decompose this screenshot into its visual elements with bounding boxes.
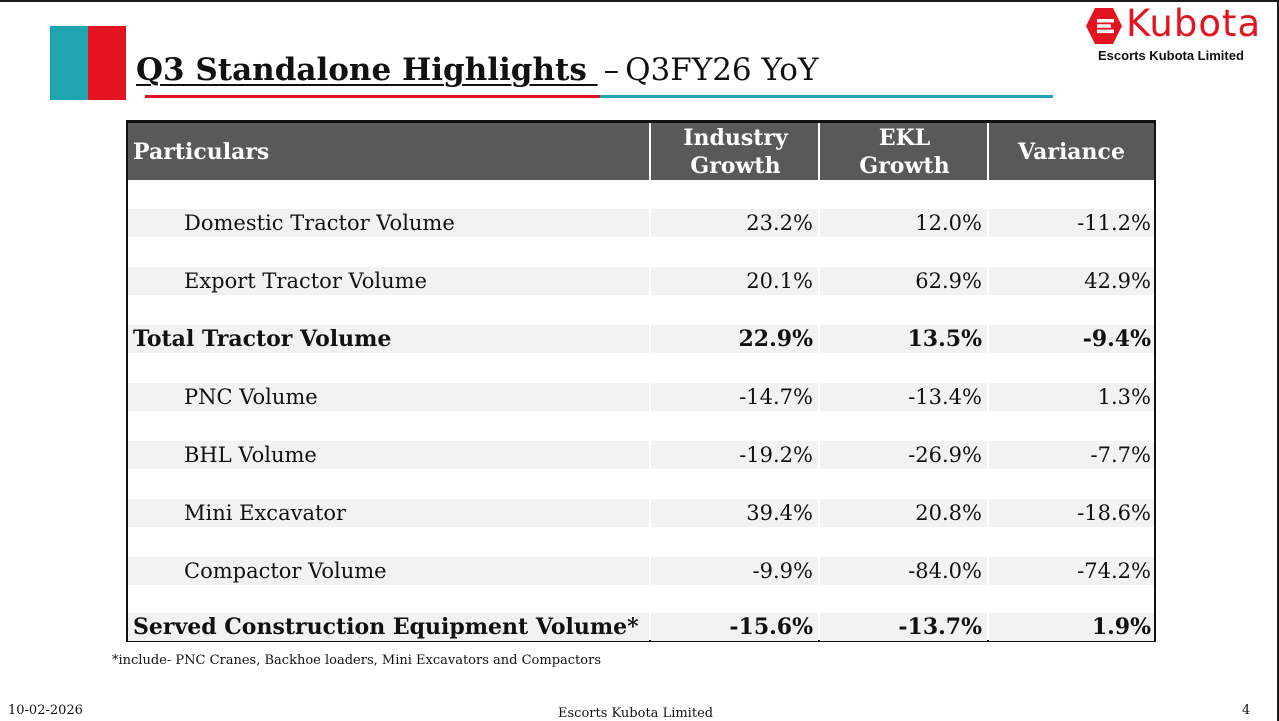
title-main: Q3 Standalone Highlights xyxy=(136,52,598,88)
slide-top-border xyxy=(0,0,1279,2)
variance-value: 1.3% xyxy=(989,383,1154,411)
row-label: PNC Volume xyxy=(128,383,649,411)
ekl-growth-value: -13.4% xyxy=(820,383,987,411)
footer-company: Escorts Kubota Limited xyxy=(558,706,714,721)
row-label: Domestic Tractor Volume xyxy=(128,209,649,237)
slide-right-border xyxy=(1277,0,1279,721)
page-number: 4 xyxy=(1242,703,1251,718)
ekl-growth-value: 62.9% xyxy=(820,267,987,295)
variance-value: -74.2% xyxy=(989,557,1154,585)
table-row-total: Total Tractor Volume 22.9% 13.5% -9.4% xyxy=(128,325,1154,353)
header-ekl-growth: EKL Growth xyxy=(859,124,950,179)
kubota-emblem-icon xyxy=(1086,8,1122,44)
row-label: Mini Excavator xyxy=(128,499,649,527)
industry-growth-value: -15.6% xyxy=(651,613,818,641)
row-label: BHL Volume xyxy=(128,441,649,469)
header-divider xyxy=(649,123,651,180)
variance-value: -18.6% xyxy=(989,499,1154,527)
variance-value: -7.7% xyxy=(989,441,1154,469)
header-industry-growth: Industry Growth xyxy=(683,124,788,179)
row-label: Export Tractor Volume xyxy=(128,267,649,295)
row-label: Compactor Volume xyxy=(128,557,649,585)
ekl-growth-value: 12.0% xyxy=(820,209,987,237)
header-divider xyxy=(818,123,820,180)
header-divider xyxy=(987,123,989,180)
header-particulars: Particulars xyxy=(133,138,270,165)
footer-date: 10-02-2026 xyxy=(8,703,83,718)
ekl-growth-value: -13.7% xyxy=(820,613,987,641)
variance-value: 42.9% xyxy=(989,267,1154,295)
kubota-logo: Kubota Escorts Kubota Limited xyxy=(1084,2,1274,66)
industry-growth-value: -9.9% xyxy=(651,557,818,585)
variance-value: -9.4% xyxy=(989,325,1154,353)
ekl-growth-value: -26.9% xyxy=(820,441,987,469)
variance-value: -11.2% xyxy=(989,209,1154,237)
title-subtitle: Q3FY26 YoY xyxy=(625,52,819,88)
row-label: Served Construction Equipment Volume* xyxy=(128,613,649,641)
title-separator: – xyxy=(603,52,620,88)
industry-growth-value: 23.2% xyxy=(651,209,818,237)
table-row-total: Served Construction Equipment Volume* -1… xyxy=(128,613,1154,641)
highlights-table: Particulars Industry Growth EKL Growth V… xyxy=(126,120,1156,642)
table-row: BHL Volume -19.2% -26.9% -7.7% xyxy=(128,441,1154,469)
title-underline-teal xyxy=(600,95,1053,98)
industry-growth-value: -19.2% xyxy=(651,441,818,469)
accent-block-teal xyxy=(50,26,88,100)
header-variance: Variance xyxy=(1018,138,1125,165)
table-header: Particulars Industry Growth EKL Growth V… xyxy=(128,123,1154,180)
accent-block-red xyxy=(88,26,126,100)
industry-growth-value: 39.4% xyxy=(651,499,818,527)
industry-growth-value: 22.9% xyxy=(651,325,818,353)
title-underline-red xyxy=(145,95,600,98)
ekl-growth-value: 20.8% xyxy=(820,499,987,527)
row-label: Total Tractor Volume xyxy=(128,325,649,353)
page-title: Q3 Standalone Highlights – Q3FY26 YoY xyxy=(136,50,818,90)
logo-wordmark: Kubota xyxy=(1126,2,1262,45)
ekl-growth-value: -84.0% xyxy=(820,557,987,585)
variance-value: 1.9% xyxy=(989,613,1154,641)
ekl-growth-value: 13.5% xyxy=(820,325,987,353)
table-row: Mini Excavator 39.4% 20.8% -18.6% xyxy=(128,499,1154,527)
table-row: PNC Volume -14.7% -13.4% 1.3% xyxy=(128,383,1154,411)
table-row: Compactor Volume -9.9% -84.0% -74.2% xyxy=(128,557,1154,585)
table-row: Export Tractor Volume 20.1% 62.9% 42.9% xyxy=(128,267,1154,295)
table-footnote: *include- PNC Cranes, Backhoe loaders, M… xyxy=(112,653,601,668)
industry-growth-value: 20.1% xyxy=(651,267,818,295)
industry-growth-value: -14.7% xyxy=(651,383,818,411)
table-row: Domestic Tractor Volume 23.2% 12.0% -11.… xyxy=(128,209,1154,237)
logo-subtitle: Escorts Kubota Limited xyxy=(1098,48,1244,63)
